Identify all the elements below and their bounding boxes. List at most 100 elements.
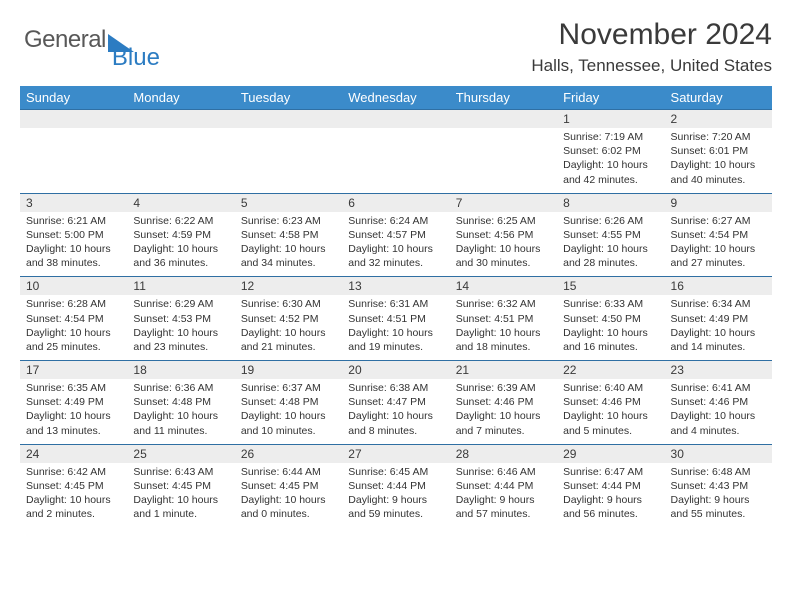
dayname-wed: Wednesday <box>342 86 449 110</box>
sunrise-line: Sunrise: 6:27 AM <box>671 214 766 228</box>
sunset-line: Sunset: 4:46 PM <box>456 395 551 409</box>
dayname-fri: Friday <box>557 86 664 110</box>
sunset-line: Sunset: 4:45 PM <box>241 479 336 493</box>
sunset-line: Sunset: 4:46 PM <box>671 395 766 409</box>
day-number-cell: 18 <box>127 361 234 380</box>
sunrise-line: Sunrise: 6:24 AM <box>348 214 443 228</box>
daylight-line: Daylight: 10 hours and 0 minutes. <box>241 493 336 521</box>
day-detail-row: Sunrise: 6:35 AMSunset: 4:49 PM Daylight:… <box>20 379 772 444</box>
sunset-line: Sunset: 4:48 PM <box>133 395 228 409</box>
day-number-cell: 16 <box>665 277 772 296</box>
day-detail-cell: Sunrise: 6:25 AMSunset: 4:56 PMDaylight:… <box>450 212 557 277</box>
sunset-line: Sunset: 4:45 PM <box>26 479 121 493</box>
sunrise-line: Sunrise: 6:28 AM <box>26 297 121 311</box>
day-number-row: 10111213141516 <box>20 277 772 296</box>
day-number-cell: 12 <box>235 277 342 296</box>
day-number-cell: 9 <box>665 193 772 212</box>
day-number-cell: 30 <box>665 444 772 463</box>
sunrise-line: Sunrise: 6:45 AM <box>348 465 443 479</box>
day-detail-row: Sunrise: 6:21 AMSunset: 5:00 PMDaylight:… <box>20 212 772 277</box>
daylight-line: Daylight: 10 hours and 5 minutes. <box>563 409 658 437</box>
daylight-line: Daylight: 10 hours and 16 minutes. <box>563 326 658 354</box>
daylight-line: Daylight: 9 hours and 57 minutes. <box>456 493 551 521</box>
day-number-cell: 10 <box>20 277 127 296</box>
daylight-line: Daylight: 10 hours and 28 minutes. <box>563 242 658 270</box>
day-detail-cell <box>450 128 557 193</box>
daylight-line: Daylight: 10 hours and 38 minutes. <box>26 242 121 270</box>
day-detail-cell: Sunrise: 7:20 AMSunset: 6:01 PMDaylight:… <box>665 128 772 193</box>
sunrise-line: Sunrise: 6:40 AM <box>563 381 658 395</box>
dayname-thu: Thursday <box>450 86 557 110</box>
daylight-line: Daylight: 10 hours and 25 minutes. <box>26 326 121 354</box>
day-number-cell <box>235 110 342 129</box>
daylight-line: Daylight: 10 hours and 34 minutes. <box>241 242 336 270</box>
sunset-line: Sunset: 4:58 PM <box>241 228 336 242</box>
sunrise-line: Sunrise: 6:37 AM <box>241 381 336 395</box>
daylight-line: Daylight: 9 hours and 59 minutes. <box>348 493 443 521</box>
day-number-cell: 29 <box>557 444 664 463</box>
sunset-line: Sunset: 4:47 PM <box>348 395 443 409</box>
day-number-row: 17181920212223 <box>20 361 772 380</box>
sunrise-line: Sunrise: 6:42 AM <box>26 465 121 479</box>
day-detail-cell: Sunrise: 6:38 AMSunset: 4:47 PMDaylight:… <box>342 379 449 444</box>
dayname-mon: Monday <box>127 86 234 110</box>
sunrise-line: Sunrise: 6:31 AM <box>348 297 443 311</box>
sunset-line: Sunset: 4:43 PM <box>671 479 766 493</box>
day-detail-cell: Sunrise: 6:39 AMSunset: 4:46 PMDaylight:… <box>450 379 557 444</box>
brand-text-2: Blue <box>112 44 160 72</box>
daylight-line: Daylight: 10 hours and 1 minute. <box>133 493 228 521</box>
daylight-line: Daylight: 10 hours and 2 minutes. <box>26 493 121 521</box>
day-detail-cell: Sunrise: 6:29 AMSunset: 4:53 PMDaylight:… <box>127 295 234 360</box>
dayname-tue: Tuesday <box>235 86 342 110</box>
day-number-cell: 8 <box>557 193 664 212</box>
sunrise-line: Sunrise: 6:36 AM <box>133 381 228 395</box>
day-number-row: 24252627282930 <box>20 444 772 463</box>
sunrise-line: Sunrise: 6:35 AM <box>26 381 121 395</box>
sunset-line: Sunset: 4:49 PM <box>26 395 121 409</box>
day-detail-cell: Sunrise: 6:23 AMSunset: 4:58 PMDaylight:… <box>235 212 342 277</box>
day-number-cell: 6 <box>342 193 449 212</box>
day-detail-cell: Sunrise: 6:37 AMSunset: 4:48 PMDaylight:… <box>235 379 342 444</box>
day-detail-cell <box>127 128 234 193</box>
daylight-line: Daylight: 10 hours and 21 minutes. <box>241 326 336 354</box>
day-detail-cell: Sunrise: 6:47 AMSunset: 4:44 PMDaylight:… <box>557 463 664 528</box>
day-number-cell: 25 <box>127 444 234 463</box>
sunset-line: Sunset: 4:53 PM <box>133 312 228 326</box>
sunrise-line: Sunrise: 6:30 AM <box>241 297 336 311</box>
daylight-line: Daylight: 10 hours and 32 minutes. <box>348 242 443 270</box>
day-detail-cell: Sunrise: 6:32 AMSunset: 4:51 PMDaylight:… <box>450 295 557 360</box>
day-number-cell: 26 <box>235 444 342 463</box>
sunrise-line: Sunrise: 6:33 AM <box>563 297 658 311</box>
day-detail-cell: Sunrise: 6:42 AMSunset: 4:45 PMDaylight:… <box>20 463 127 528</box>
sunset-line: Sunset: 6:02 PM <box>563 144 658 158</box>
day-number-cell: 3 <box>20 193 127 212</box>
sunset-line: Sunset: 4:44 PM <box>456 479 551 493</box>
sunset-line: Sunset: 4:50 PM <box>563 312 658 326</box>
day-detail-cell: Sunrise: 6:46 AMSunset: 4:44 PMDaylight:… <box>450 463 557 528</box>
day-detail-row: Sunrise: 6:28 AMSunset: 4:54 PMDaylight:… <box>20 295 772 360</box>
day-number-cell: 15 <box>557 277 664 296</box>
day-detail-cell: Sunrise: 6:24 AMSunset: 4:57 PMDaylight:… <box>342 212 449 277</box>
sunrise-line: Sunrise: 6:34 AM <box>671 297 766 311</box>
sunset-line: Sunset: 4:45 PM <box>133 479 228 493</box>
sunset-line: Sunset: 4:51 PM <box>456 312 551 326</box>
day-detail-cell: Sunrise: 6:30 AMSunset: 4:52 PMDaylight:… <box>235 295 342 360</box>
daylight-line: Daylight: 10 hours and 42 minutes. <box>563 158 658 186</box>
sunset-line: Sunset: 4:51 PM <box>348 312 443 326</box>
day-number-cell: 19 <box>235 361 342 380</box>
sunset-line: Sunset: 4:54 PM <box>671 228 766 242</box>
day-detail-cell: Sunrise: 6:22 AMSunset: 4:59 PMDaylight:… <box>127 212 234 277</box>
day-number-cell: 20 <box>342 361 449 380</box>
sunset-line: Sunset: 4:55 PM <box>563 228 658 242</box>
sunrise-line: Sunrise: 6:21 AM <box>26 214 121 228</box>
day-number-cell: 2 <box>665 110 772 129</box>
sunrise-line: Sunrise: 6:47 AM <box>563 465 658 479</box>
day-number-cell <box>20 110 127 129</box>
daylight-line: Daylight: 10 hours and 19 minutes. <box>348 326 443 354</box>
sunset-line: Sunset: 6:01 PM <box>671 144 766 158</box>
daylight-line: Daylight: 10 hours and 40 minutes. <box>671 158 766 186</box>
sunrise-line: Sunrise: 6:26 AM <box>563 214 658 228</box>
day-number-cell <box>127 110 234 129</box>
day-detail-cell <box>342 128 449 193</box>
day-number-cell: 4 <box>127 193 234 212</box>
